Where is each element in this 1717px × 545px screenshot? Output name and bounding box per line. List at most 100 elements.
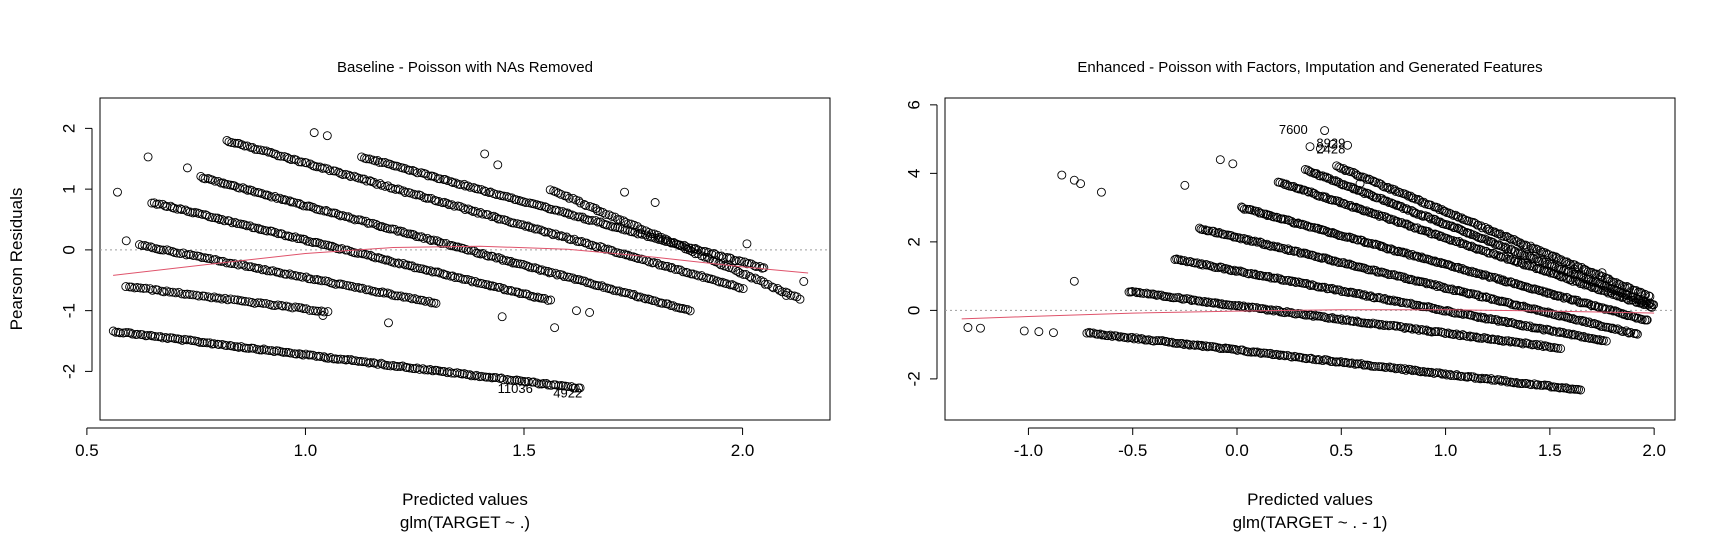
data-point — [745, 272, 755, 281]
data-point — [1434, 281, 1444, 291]
data-point — [395, 259, 404, 269]
outlier-point — [585, 308, 595, 317]
data-point — [568, 193, 578, 203]
data-point — [422, 193, 432, 203]
data-point — [591, 216, 601, 226]
data-point — [1483, 334, 1493, 344]
data-point — [266, 192, 276, 202]
data-point — [1456, 225, 1466, 235]
data-point — [1358, 187, 1368, 197]
data-point — [331, 279, 341, 289]
data-point — [108, 326, 118, 336]
data-point — [1136, 288, 1146, 298]
data-point — [479, 186, 489, 196]
data-point — [666, 301, 676, 310]
data-point — [1348, 202, 1358, 212]
data-point — [1386, 320, 1396, 330]
data-point — [590, 241, 600, 251]
outlier-point — [963, 323, 973, 332]
data-point — [349, 171, 359, 181]
data-point — [273, 151, 283, 161]
data-point — [688, 247, 697, 257]
data-point — [1550, 382, 1560, 392]
data-point — [1498, 275, 1508, 285]
y-tick-label: -2 — [59, 364, 78, 379]
data-point — [1631, 329, 1641, 338]
data-point — [264, 191, 274, 201]
y-tick-label: 0 — [904, 306, 923, 315]
data-point — [363, 250, 373, 260]
data-point — [1522, 242, 1532, 252]
data-point — [346, 172, 355, 181]
point-id-label: 8929 — [1316, 136, 1345, 151]
data-point — [558, 207, 568, 217]
data-point — [1337, 287, 1347, 297]
data-point — [1601, 336, 1611, 346]
data-point — [633, 254, 643, 264]
data-point — [1421, 367, 1431, 377]
data-point — [428, 267, 437, 277]
data-point — [393, 258, 403, 268]
data-point — [295, 234, 305, 244]
data-point — [649, 258, 659, 268]
data-point — [170, 334, 180, 344]
data-point — [1301, 354, 1311, 364]
data-point — [154, 199, 164, 209]
data-point — [1470, 267, 1480, 277]
data-point — [390, 291, 400, 301]
data-point — [1504, 318, 1514, 327]
data-point — [1336, 179, 1346, 189]
data-point — [1210, 263, 1220, 272]
data-point — [1390, 246, 1400, 256]
data-point — [1217, 262, 1227, 272]
data-point — [542, 379, 551, 388]
data-point — [537, 293, 547, 303]
data-point — [1393, 218, 1403, 227]
data-point — [690, 249, 700, 259]
data-point — [458, 203, 468, 213]
data-point — [207, 213, 217, 223]
data-point — [337, 244, 347, 254]
data-point — [1403, 205, 1413, 215]
data-point — [286, 155, 296, 165]
data-point — [584, 215, 594, 225]
data-point — [1169, 293, 1178, 303]
data-point — [1494, 336, 1504, 345]
data-point — [1449, 286, 1459, 295]
data-point — [216, 178, 226, 188]
data-point — [195, 337, 205, 347]
data-point — [241, 261, 251, 271]
data-point — [1239, 301, 1249, 311]
data-point — [1280, 308, 1290, 318]
data-point — [1334, 258, 1344, 268]
data-point — [1325, 174, 1335, 184]
data-point — [281, 269, 291, 279]
data-point — [1239, 268, 1249, 277]
data-point — [425, 365, 435, 374]
data-point — [281, 231, 290, 241]
data-point — [418, 364, 428, 374]
data-point — [1284, 307, 1294, 317]
data-point — [1537, 324, 1547, 334]
data-point — [1198, 260, 1208, 270]
data-point — [111, 327, 121, 337]
data-point — [1412, 223, 1422, 233]
data-point — [663, 299, 673, 309]
data-point — [1440, 369, 1450, 379]
data-point — [517, 376, 527, 386]
point-id-label: 2428 — [1316, 142, 1345, 157]
x-tick-label: 1.5 — [512, 441, 536, 460]
outlier-point — [1351, 203, 1361, 213]
data-point — [1084, 327, 1094, 337]
data-point — [671, 302, 681, 312]
data-point — [1318, 282, 1328, 292]
scatter-points — [963, 126, 1659, 395]
data-point — [629, 290, 639, 299]
data-point — [1209, 226, 1218, 236]
data-point — [564, 193, 574, 203]
data-point — [1579, 332, 1589, 341]
data-point — [1162, 292, 1172, 302]
data-point — [568, 273, 578, 283]
data-point — [727, 280, 737, 290]
data-point — [365, 176, 375, 186]
